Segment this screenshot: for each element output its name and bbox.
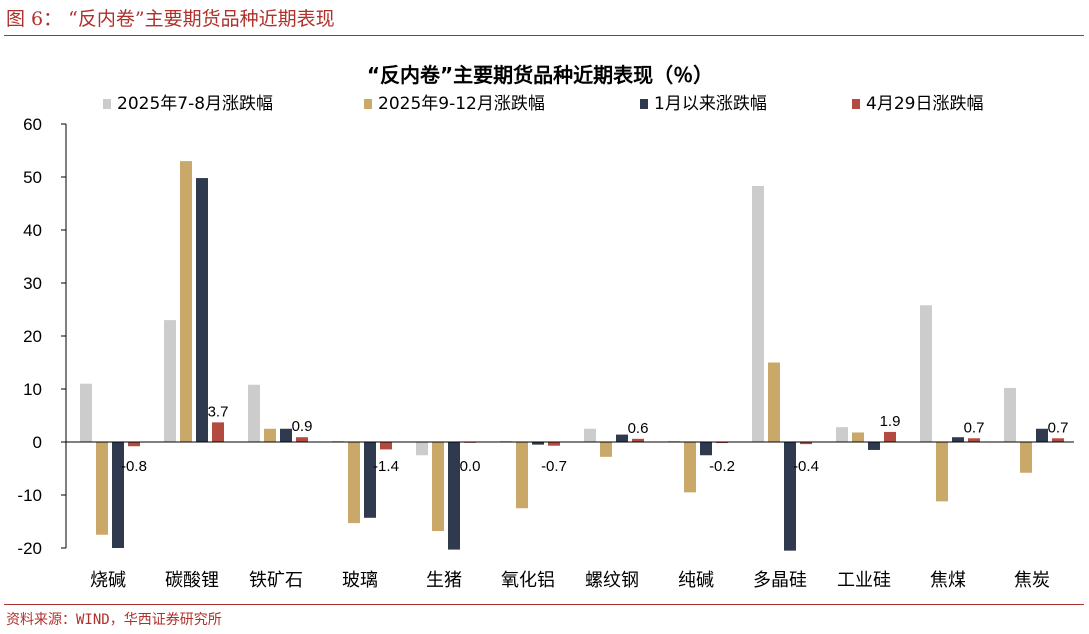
y-tick-label: -10 — [17, 486, 42, 505]
legend-label: 2025年7-8月涨跌幅 — [117, 94, 273, 114]
bar-多晶硅-2 — [768, 362, 780, 442]
bar-纯碱-3 — [700, 442, 712, 456]
x-axis: 烧碱 碳酸锂 铁矿石 玻璃 生猪 氧化铝 螺纹钢 纯碱 多晶硅 工业硅 焦煤 焦炭 — [66, 441, 1074, 591]
bar-生猪-3 — [448, 442, 460, 550]
bar-焦炭-2 — [1020, 442, 1032, 473]
x-category-label: 纯碱 — [678, 570, 714, 591]
bottom-rule — [4, 604, 1084, 605]
bar-生猪-1 — [416, 442, 428, 456]
data-label: -0.8 — [121, 458, 147, 475]
bar-烧碱-3 — [112, 442, 124, 548]
legend-label: 4月29日涨跌幅 — [866, 94, 983, 114]
x-category-label: 焦煤 — [930, 570, 966, 591]
x-category-label: 玻璃 — [342, 570, 378, 591]
data-label: 0.7 — [1048, 419, 1069, 436]
bar-螺纹钢-2 — [600, 442, 612, 457]
bar-螺纹钢-4 — [632, 438, 644, 442]
top-rule — [4, 35, 1084, 36]
data-label: 3.7 — [208, 403, 229, 420]
bar-焦炭-1 — [1004, 387, 1016, 442]
chart-legend: 2025年7-8月涨跌幅 2025年9-12月涨跌幅 1月以来涨跌幅 4月29日涨跌幅 — [103, 94, 983, 114]
bar-铁矿石-3 — [280, 428, 292, 442]
bar-工业硅-1 — [836, 427, 848, 442]
bar-纯碱-2 — [684, 442, 696, 493]
bar-工业硅-2 — [852, 432, 864, 442]
legend-swatch — [640, 99, 648, 109]
bar-碳酸锂-1 — [164, 320, 176, 442]
legend-label: 1月以来涨跌幅 — [654, 94, 767, 114]
bar-铁矿石-4 — [296, 437, 308, 442]
bar-烧碱-1 — [80, 383, 92, 442]
legend-swatch — [103, 99, 111, 109]
bar-焦煤-2 — [936, 442, 948, 502]
y-axis: 60 50 40 30 20 10 0 -10 -20 — [17, 115, 67, 558]
bar-焦炭-4 — [1052, 438, 1064, 442]
data-labels: -0.8 3.7 0.9 -1.4 0.0 -0.7 0.6 -0.2 -0.4 1.9 0.7 0.… — [121, 403, 1068, 475]
bar-烧碱-2 — [96, 442, 108, 535]
data-label: 0.6 — [628, 420, 649, 437]
bar-焦煤-1 — [920, 305, 932, 442]
chart-title: “反内卷”主要期货品种近期表现（％） — [367, 63, 713, 87]
bar-生猪-2 — [432, 442, 444, 532]
x-category-label: 工业硅 — [837, 570, 891, 591]
x-category-label: 碳酸锂 — [165, 570, 219, 591]
data-label: -0.4 — [793, 458, 819, 475]
x-category-label: 铁矿石 — [249, 570, 303, 591]
y-tick-label: -20 — [17, 539, 42, 558]
x-category-label: 生猪 — [426, 570, 462, 591]
legend-label: 2025年9-12月涨跌幅 — [378, 94, 545, 114]
y-tick-label: 20 — [23, 327, 42, 346]
bar-玻璃-2 — [348, 442, 360, 524]
bar-chart: “反内卷”主要期货品种近期表现（％） 2025年7-8月涨跌幅 2025年9-12… — [17, 63, 1074, 591]
data-label: 0.9 — [292, 418, 313, 435]
bar-螺纹钢-1 — [584, 428, 596, 442]
bar-氧化铝-3 — [532, 442, 544, 445]
bar-烧碱-4 — [128, 442, 140, 447]
bar-工业硅-4 — [884, 431, 896, 442]
bar-螺纹钢-3 — [616, 434, 628, 442]
y-tick-label: 60 — [23, 115, 42, 134]
bar-焦炭-3 — [1036, 428, 1048, 442]
data-label: -1.4 — [373, 458, 399, 475]
bar-纯碱-4 — [716, 442, 728, 444]
bar-氧化铝-4 — [548, 442, 560, 446]
source-note: 资料来源：WIND，华西证券研究所 — [6, 612, 222, 628]
bar-碳酸锂-3 — [196, 178, 208, 442]
x-category-label: 螺纹钢 — [585, 570, 639, 591]
data-label: -0.2 — [709, 458, 735, 475]
bar-工业硅-3 — [868, 442, 880, 450]
x-category-label: 氧化铝 — [501, 570, 555, 591]
bar-焦煤-4 — [968, 438, 980, 442]
bar-碳酸锂-2 — [180, 161, 192, 442]
data-label: 1.9 — [880, 413, 901, 430]
y-tick-label: 30 — [23, 274, 42, 293]
bar-碳酸锂-4 — [212, 422, 224, 442]
data-label: 0.7 — [964, 419, 985, 436]
y-tick-label: 10 — [23, 380, 42, 399]
bar-玻璃-1 — [332, 440, 344, 442]
bar-多晶硅-3 — [784, 442, 796, 551]
bar-多晶硅-1 — [752, 186, 764, 442]
legend-swatch — [364, 99, 372, 109]
x-category-label: 多晶硅 — [753, 570, 807, 591]
bar-玻璃-4 — [380, 442, 392, 450]
bar-玻璃-3 — [364, 442, 376, 518]
y-tick-label: 40 — [23, 221, 42, 240]
x-category-label: 焦炭 — [1014, 570, 1050, 591]
bar-纯碱-1 — [668, 440, 680, 442]
legend-swatch — [852, 99, 860, 109]
data-label: 0.0 — [460, 458, 481, 475]
x-category-label: 烧碱 — [90, 570, 126, 591]
bar-氧化铝-2 — [516, 442, 528, 509]
bar-铁矿石-2 — [264, 428, 276, 442]
chart-bars — [80, 161, 1064, 551]
figure-title: 图 6： “反内卷”主要期货品种近期表现 — [6, 8, 335, 30]
data-label: -0.7 — [541, 458, 567, 475]
bar-氧化铝-1 — [500, 440, 512, 442]
bar-多晶硅-4 — [800, 442, 812, 445]
bar-铁矿石-1 — [248, 384, 260, 442]
y-tick-label: 50 — [23, 168, 42, 187]
y-tick-label: 0 — [33, 433, 42, 452]
bar-焦煤-3 — [952, 437, 964, 442]
